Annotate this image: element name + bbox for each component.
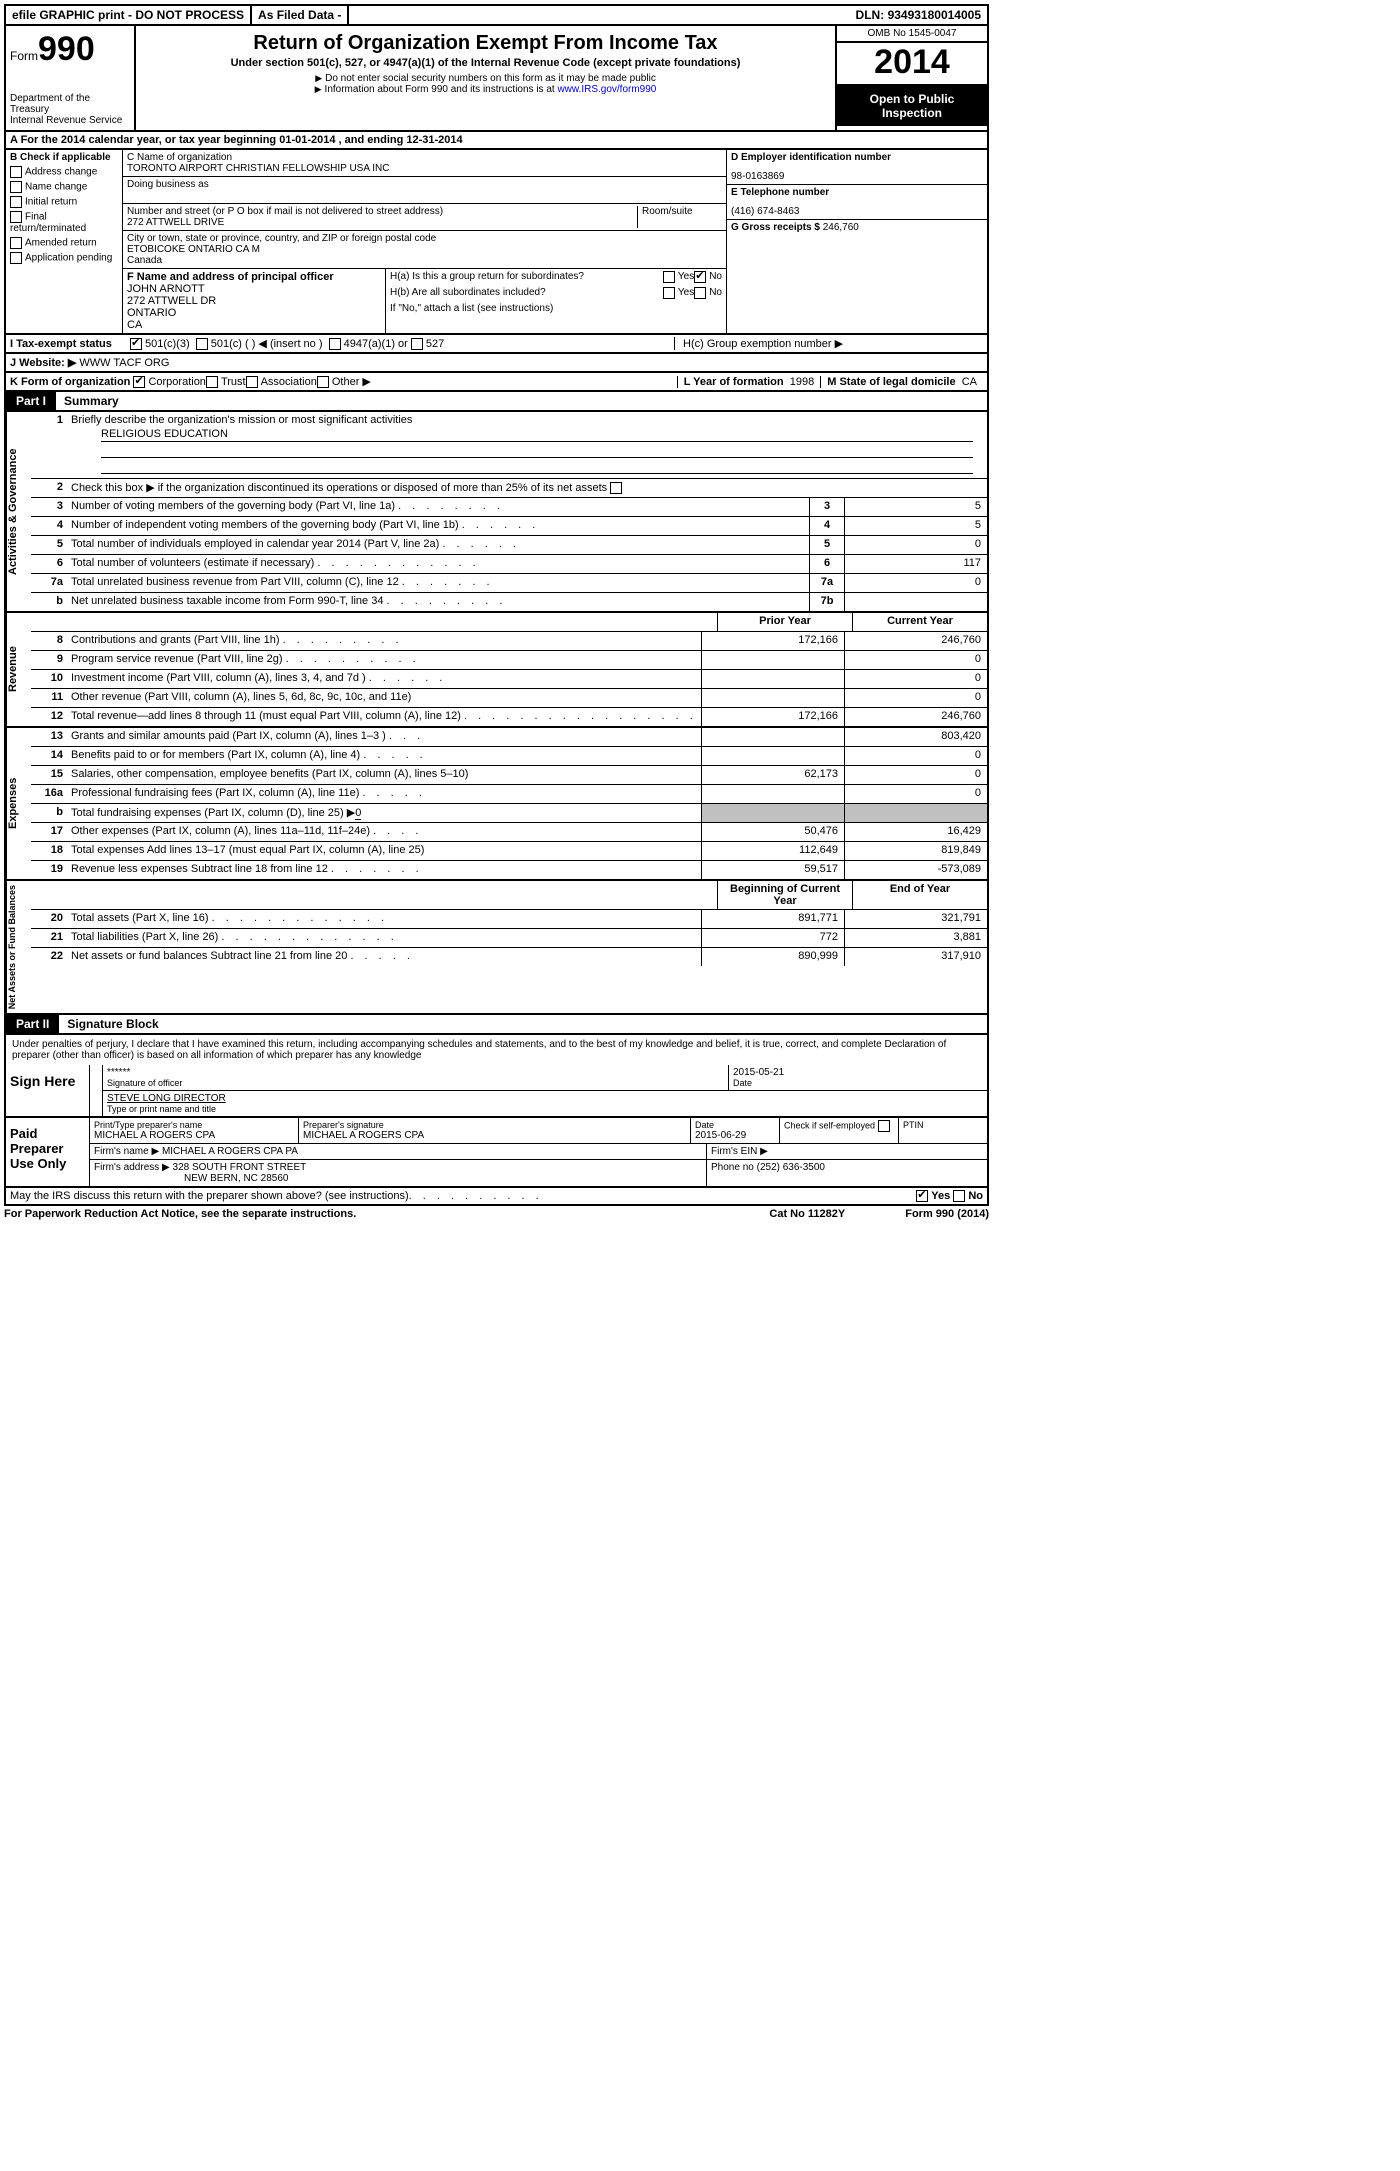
discuss-line: May the IRS discuss this return with the… <box>4 1188 989 1206</box>
line-i: I Tax-exempt status 501(c)(3) 501(c) ( )… <box>4 335 989 354</box>
chk-address[interactable] <box>10 166 22 178</box>
perjury-text: Under penalties of perjury, I declare th… <box>4 1035 989 1065</box>
form-header: Form990 Department of the Treasury Inter… <box>4 26 989 132</box>
part-2-header: Part II Signature Block <box>4 1015 989 1035</box>
sign-block: Sign Here ******Signature of officer 201… <box>4 1065 989 1118</box>
irs-link[interactable]: www.IRS.gov/form990 <box>557 84 656 95</box>
line-klm: K Form of organization Corporation Trust… <box>4 373 989 392</box>
line-j: J Website: ▶ WWW TACF ORG <box>4 354 989 373</box>
chk-pending[interactable] <box>10 252 22 264</box>
org-name: TORONTO AIRPORT CHRISTIAN FELLOWSHIP USA… <box>127 163 722 174</box>
chk-name[interactable] <box>10 181 22 193</box>
entity-block: B Check if applicable Address change Nam… <box>4 150 989 335</box>
chk-initial[interactable] <box>10 196 22 208</box>
chk-final[interactable] <box>10 211 22 223</box>
dln: DLN: 93493180014005 <box>850 6 987 24</box>
row-a: A For the 2014 calendar year, or tax yea… <box>4 132 989 150</box>
part-1-header: Part I Summary <box>4 392 989 412</box>
form-title: Return of Organization Exempt From Incom… <box>144 32 827 55</box>
page-footer: For Paperwork Reduction Act Notice, see … <box>4 1206 989 1222</box>
efile-label: efile GRAPHIC print - DO NOT PROCESS <box>6 6 252 24</box>
ein: 98-0163869 <box>731 171 983 182</box>
asfiled-label: As Filed Data - <box>252 6 349 24</box>
preparer-block: Paid Preparer Use Only Print/Type prepar… <box>4 1118 989 1188</box>
chk-amended[interactable] <box>10 237 22 249</box>
top-bar: efile GRAPHIC print - DO NOT PROCESS As … <box>4 4 989 26</box>
